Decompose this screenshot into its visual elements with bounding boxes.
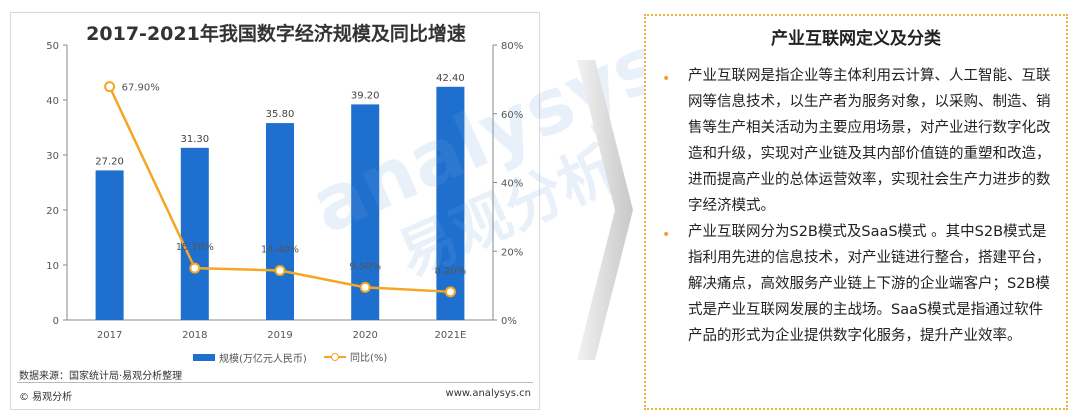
y-left-tick-label: 50 [46, 41, 59, 52]
line-point [189, 262, 201, 274]
bullet-icon: • [662, 71, 671, 87]
site-url: www.analysys.cn [445, 388, 531, 399]
y-left-tick-label: 40 [46, 96, 59, 107]
y-left-tick-label: 30 [46, 151, 59, 162]
legend-swatch-bar [193, 353, 215, 361]
bar-data-label: 42.40 [436, 73, 465, 84]
bar-data-label: 35.80 [266, 109, 295, 120]
y-left-tick-label: 10 [46, 261, 59, 272]
bar [436, 86, 465, 320]
x-tick-label: 2017 [97, 330, 122, 341]
x-tick-label: 2021E [435, 330, 467, 341]
line-data-label: 67.90% [122, 83, 160, 94]
y-left-tick-label: 0 [53, 316, 59, 327]
bar [266, 123, 294, 320]
x-tick-label: 2019 [267, 330, 292, 341]
data-source: 数据来源：国家统计局·易观分析整理 [19, 371, 183, 382]
definition-panel: 产业互联网定义及分类 • 产业互联网是指企业等主体利用云计算、人工智能、互联网等… [644, 14, 1068, 410]
paragraph-text: 产业互联网分为S2B模式及SaaS模式 。其中S2B模式是指利用先进的信息技术，… [688, 224, 1051, 344]
line-data-label: 14.40% [261, 245, 299, 256]
line-point [104, 81, 116, 93]
bar-data-label: 27.20 [95, 156, 124, 167]
legend-label-line: 同比(%) [350, 353, 388, 364]
paragraph-classification: • 产业互联网分为S2B模式及SaaS模式 。其中S2B模式是指利用先进的信息技… [646, 219, 1066, 349]
paragraph-definition: • 产业互联网是指企业等主体利用云计算、人工智能、互联网等信息技术，以生产者为服… [646, 63, 1066, 219]
line-data-label: 8.20% [435, 266, 467, 277]
chart-legend: 规模(万亿元人民币) 同比(%) [193, 349, 401, 365]
chevron-arrow-icon [577, 60, 633, 360]
bar-data-label: 31.30 [180, 134, 209, 145]
y-right-tick-label: 20% [501, 247, 523, 258]
y-right-tick-label: 60% [501, 110, 523, 121]
bar-data-label: 39.20 [351, 90, 380, 101]
chart-title: 2017-2021年我国数字经济规模及同比增速 [86, 23, 466, 45]
copyright-text: © 易观分析 [19, 392, 73, 403]
legend-swatch-line [324, 352, 346, 361]
footer-divider [17, 382, 533, 383]
line-point [274, 265, 286, 276]
panel-title: 产业互联网定义及分类 [771, 29, 941, 49]
y-right-tick-label: 80% [501, 41, 523, 52]
x-tick-label: 2020 [352, 330, 377, 341]
bullet-icon: • [662, 227, 671, 243]
legend-label-bar: 规模(万亿元人民币) [219, 353, 307, 365]
line-point [359, 281, 371, 293]
chart-panel: 2017-2021年我国数字经济规模及同比增速 0 10 20 30 40 50 0% 20%… [10, 12, 540, 410]
combo-chart: 0 10 20 30 40 50 0% 20% 40% 60% 80% 2017 2018 2019 202… [46, 41, 523, 341]
bar [95, 170, 124, 320]
line-data-label: 15.10% [176, 242, 214, 253]
line-point [444, 286, 456, 298]
line-data-label: 9.50% [349, 261, 381, 272]
x-tick-label: 2018 [182, 330, 207, 341]
y-left-tick-label: 20 [46, 206, 59, 217]
legend-item-line: 同比(%) [324, 349, 387, 364]
y-right-tick-label: 0% [501, 316, 517, 327]
legend-item-bar: 规模(万亿元人民币) [193, 350, 307, 365]
paragraph-text: 产业互联网是指企业等主体利用云计算、人工智能、互联网等信息技术，以生产者为服务对… [688, 68, 1051, 214]
bar [180, 147, 209, 320]
y-right-tick-label: 40% [501, 179, 523, 190]
